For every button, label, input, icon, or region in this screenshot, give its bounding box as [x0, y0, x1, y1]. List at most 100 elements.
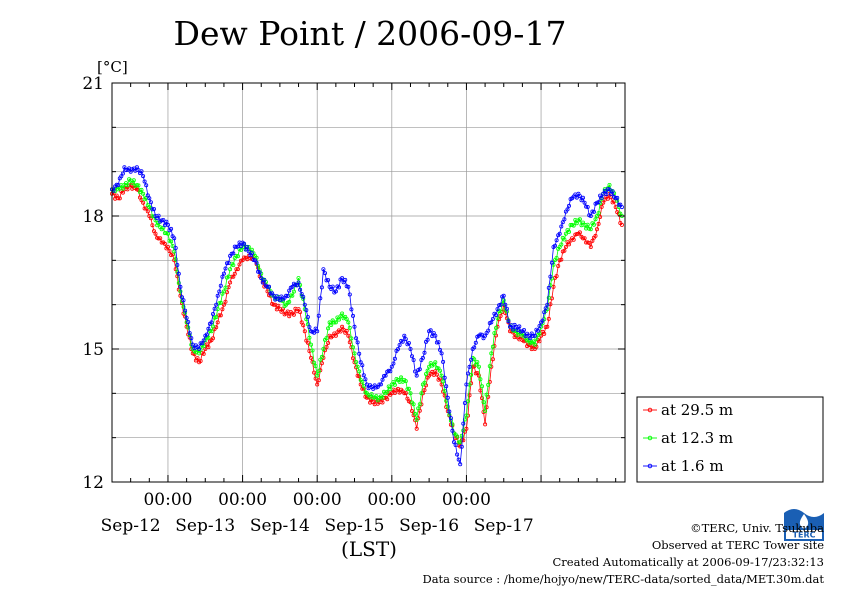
data-point: [321, 346, 326, 351]
data-point: [492, 331, 497, 336]
legend: at 29.5 m at 12.3 m at 1.6 m: [636, 396, 824, 483]
data-point: [546, 285, 551, 290]
data-point: [242, 255, 247, 260]
data-point: [229, 251, 234, 256]
x-time-label: 00:00: [293, 490, 342, 510]
data-point: [249, 251, 254, 256]
legend-box: [636, 396, 824, 483]
data-point: [116, 182, 121, 187]
data-point: [210, 311, 215, 316]
data-point: [169, 239, 174, 244]
data-point: [136, 183, 141, 188]
data-point: [340, 311, 345, 316]
data-point: [402, 391, 407, 396]
x-axis-ticks: 00:00 00:00 00:00 00:00 00:00 Sep-12 Sep-13 Sep…: [101, 83, 617, 536]
data-point: [567, 203, 572, 208]
data-point: [142, 206, 147, 211]
data-point: [326, 340, 331, 345]
data-point: [316, 378, 321, 383]
data-point: [537, 323, 542, 328]
data-point: [571, 237, 576, 242]
y-tick-label: 12: [82, 473, 104, 493]
data-point: [201, 351, 206, 356]
data-point: [546, 316, 551, 321]
data-point: [610, 189, 615, 194]
data-point: [346, 284, 351, 289]
data-point: [310, 348, 315, 353]
data-point: [343, 277, 348, 282]
data-point: [596, 221, 601, 226]
data-point: [392, 382, 397, 387]
data-point: [350, 313, 355, 318]
data-point: [302, 302, 307, 307]
data-point: [409, 354, 414, 359]
data-point: [326, 326, 331, 331]
data-point: [419, 391, 424, 396]
data-point: [242, 241, 247, 246]
data-point: [486, 382, 491, 387]
data-point: [228, 267, 233, 272]
data-point: [215, 320, 220, 325]
data-point: [287, 299, 292, 304]
data-point: [120, 186, 125, 191]
data-point: [540, 318, 545, 323]
data-point: [141, 174, 146, 179]
data-point: [271, 302, 276, 307]
data-point: [153, 231, 158, 236]
data-point: [472, 345, 477, 350]
copyright-text: ©TERC, Univ. Tsukuba: [690, 521, 824, 535]
data-point: [304, 308, 309, 313]
data-point: [189, 336, 194, 341]
data-point: [285, 293, 290, 298]
data-point: [221, 302, 226, 307]
data-point: [298, 310, 303, 315]
data-point: [147, 196, 152, 201]
data-point: [197, 346, 202, 351]
data-point: [596, 200, 601, 205]
x-date-label: Sep-16: [399, 516, 459, 536]
data-point: [416, 406, 421, 411]
data-point: [125, 187, 130, 192]
data-point: [224, 261, 229, 266]
data-point: [125, 183, 130, 188]
data-point: [453, 442, 458, 447]
data-point: [553, 243, 558, 248]
data-point: [417, 367, 422, 372]
data-point: [291, 312, 296, 317]
data-point: [316, 369, 321, 374]
data-point: [198, 358, 203, 363]
data-point: [473, 340, 478, 345]
data-point: [551, 284, 556, 289]
data-point: [378, 382, 383, 387]
data-point: [607, 182, 612, 187]
legend-marker: [647, 435, 653, 441]
data-point: [296, 280, 301, 285]
data-point: [490, 316, 495, 321]
data-point: [120, 171, 125, 176]
data-point: [479, 396, 484, 401]
data-point: [313, 376, 318, 381]
data-point: [450, 428, 455, 433]
data-point: [122, 165, 127, 170]
data-point: [218, 300, 223, 305]
terc-logo-icon: TERC: [784, 501, 824, 541]
data-point: [408, 346, 413, 351]
data-point: [347, 325, 352, 330]
data-point: [441, 379, 446, 384]
data-point: [522, 327, 527, 332]
data-point: [369, 392, 374, 397]
data-point: [172, 236, 177, 241]
data-point: [414, 426, 419, 431]
data-point: [290, 284, 295, 289]
data-point: [599, 204, 604, 209]
data-point: [478, 332, 483, 337]
y-axis-ticks: 12 15 18 21: [82, 74, 625, 493]
data-point: [442, 388, 447, 393]
data-point: [425, 337, 430, 342]
data-point: [324, 278, 329, 283]
data-point: [371, 386, 376, 391]
data-point: [455, 434, 460, 439]
data-point: [279, 309, 284, 314]
logo-text: TERC: [793, 531, 816, 540]
